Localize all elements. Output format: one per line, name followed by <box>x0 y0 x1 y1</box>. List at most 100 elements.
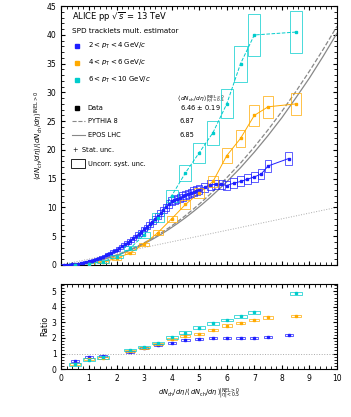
Bar <box>193 327 205 329</box>
Bar <box>125 251 135 254</box>
Bar <box>71 360 79 362</box>
Bar <box>201 183 208 192</box>
Bar <box>194 188 204 198</box>
Bar <box>85 356 93 357</box>
Text: 6.46 $\pm$ 0.19: 6.46 $\pm$ 0.19 <box>180 103 220 112</box>
Text: Uncorr. syst. unc.: Uncorr. syst. unc. <box>88 161 146 167</box>
Bar <box>179 331 192 334</box>
Bar <box>153 230 163 235</box>
Bar <box>80 262 87 264</box>
Bar <box>209 337 217 339</box>
Bar <box>99 355 107 357</box>
Text: 6.85: 6.85 <box>180 132 195 138</box>
Bar <box>166 201 172 208</box>
Text: SPD tracklets mult. estimator: SPD tracklets mult. estimator <box>72 28 179 34</box>
Bar <box>236 322 245 324</box>
Bar <box>221 319 233 322</box>
Bar <box>180 335 190 337</box>
Bar <box>64 264 70 265</box>
Bar <box>168 197 175 205</box>
Bar <box>126 351 134 353</box>
Y-axis label: Ratio: Ratio <box>40 317 49 336</box>
Bar <box>75 263 81 264</box>
Bar <box>207 322 219 324</box>
Bar <box>94 258 100 259</box>
Bar <box>167 216 177 222</box>
Text: $4 < p_{\rm T} < 6$ GeV/$c$: $4 < p_{\rm T} < 6$ GeV/$c$ <box>88 58 146 68</box>
Bar <box>291 93 300 115</box>
Bar <box>193 143 205 163</box>
Bar <box>116 247 122 249</box>
Bar <box>179 165 192 181</box>
Bar <box>149 219 155 224</box>
Bar <box>86 261 92 262</box>
Bar <box>154 213 161 219</box>
Bar <box>163 204 170 211</box>
Bar <box>84 262 94 265</box>
Bar <box>193 186 200 195</box>
Bar <box>212 180 219 189</box>
Bar <box>166 336 178 339</box>
Bar <box>105 254 112 255</box>
Bar <box>70 264 80 266</box>
Bar <box>135 232 142 236</box>
Bar <box>138 346 150 348</box>
Text: $\langle\, dN_{\rm ch}/d\eta\,\rangle^{\rm INEL>0}_{|\eta|<0.5}$: $\langle\, dN_{\rm ch}/d\eta\,\rangle^{\… <box>177 94 225 106</box>
Bar <box>152 214 164 222</box>
Bar <box>218 180 225 189</box>
Bar <box>91 259 98 261</box>
Text: $+$  Stat. unc.: $+$ Stat. unc. <box>72 145 115 154</box>
Bar <box>207 180 213 190</box>
Bar <box>70 363 80 365</box>
Bar <box>208 329 218 331</box>
Bar <box>124 246 137 250</box>
Bar <box>119 245 125 247</box>
Bar <box>285 334 293 336</box>
Bar <box>195 338 203 340</box>
Bar <box>248 311 260 314</box>
Bar <box>234 315 247 318</box>
Bar <box>263 317 273 319</box>
Bar <box>111 255 122 259</box>
Bar <box>139 243 149 246</box>
Bar <box>166 190 178 202</box>
Bar <box>207 121 219 145</box>
Bar <box>78 263 84 264</box>
Text: EPOS LHC: EPOS LHC <box>88 132 120 138</box>
Y-axis label: $\langle dN_{\rm ch}/d\eta \rangle / \langle dN_{\rm ch}/d\eta \rangle^{\rm INEL: $\langle dN_{\rm ch}/d\eta \rangle / \la… <box>33 91 45 180</box>
Bar <box>224 181 230 190</box>
Bar <box>140 347 148 349</box>
Bar <box>108 252 114 254</box>
Bar <box>291 315 300 317</box>
Bar <box>99 256 106 257</box>
Bar <box>69 363 81 366</box>
Bar <box>237 176 244 186</box>
Bar <box>223 337 231 339</box>
Bar <box>138 232 150 238</box>
Bar <box>154 344 162 346</box>
Bar <box>180 200 190 208</box>
Bar <box>265 160 271 172</box>
Bar <box>251 172 258 182</box>
Bar <box>98 261 108 263</box>
Bar <box>141 227 147 231</box>
Bar <box>249 319 259 321</box>
Bar <box>167 342 176 344</box>
Bar <box>177 193 183 201</box>
Text: $6 < p_{\rm T} < 10$ GeV/$c$: $6 < p_{\rm T} < 10$ GeV/$c$ <box>88 75 151 85</box>
Bar <box>152 342 164 344</box>
Bar <box>188 188 194 197</box>
Bar <box>83 262 95 266</box>
Bar <box>236 337 245 339</box>
Bar <box>113 249 120 251</box>
Bar <box>138 230 145 234</box>
Bar <box>83 261 90 263</box>
Bar <box>61 264 67 266</box>
Bar <box>167 338 177 340</box>
Bar <box>66 264 73 265</box>
Bar <box>285 152 292 165</box>
Text: PYTHIA 8: PYTHIA 8 <box>88 118 117 124</box>
Bar <box>263 96 273 118</box>
Bar <box>174 195 180 203</box>
Bar <box>234 45 247 82</box>
